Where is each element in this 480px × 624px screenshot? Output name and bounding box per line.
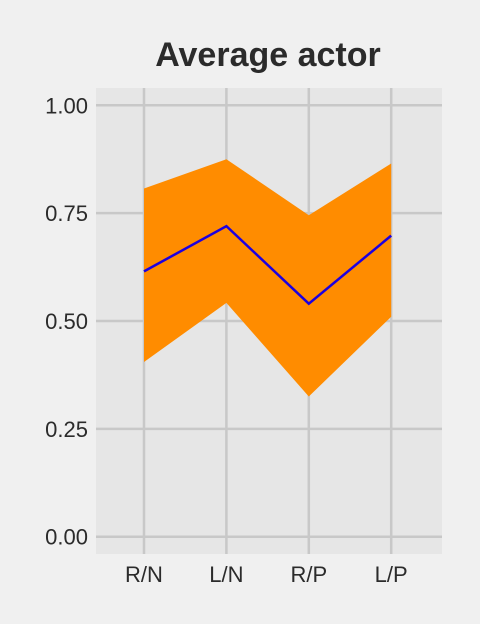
confidence-band: [144, 159, 392, 397]
y-tick-label: 1.00: [45, 93, 88, 118]
y-tick-label: 0.75: [45, 201, 88, 226]
y-tick-label: 0.25: [45, 417, 88, 442]
x-tick-label: L/P: [375, 562, 408, 587]
x-tick-label: R/P: [290, 562, 327, 587]
chart-title: Average actor: [155, 36, 381, 74]
y-tick-label: 0.00: [45, 525, 88, 550]
mean-line: [143, 224, 392, 306]
x-tick-label: R/N: [125, 562, 163, 587]
y-axis-tick-labels: 0.00 0.25 0.50 0.75 1.00: [45, 93, 88, 549]
y-tick-label: 0.50: [45, 309, 88, 334]
x-tick-label: L/N: [209, 562, 243, 587]
x-axis-tick-labels: R/N L/N R/P L/P: [125, 562, 408, 587]
